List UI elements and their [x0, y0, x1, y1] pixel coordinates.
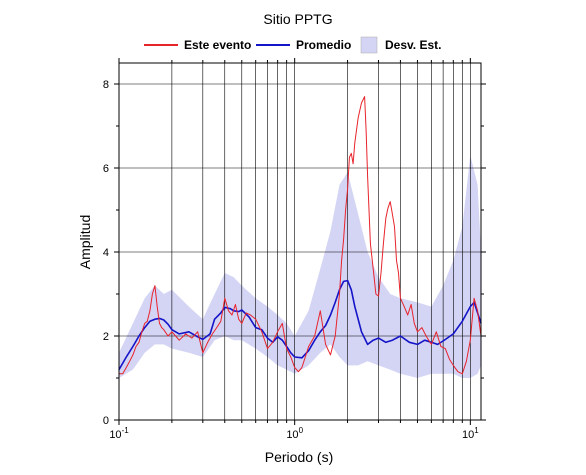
plot-area — [118, 63, 482, 421]
series-line-este-evento — [119, 96, 482, 375]
x-axis-label: Periodo (s) — [265, 449, 333, 465]
x-tick-label: 101 — [462, 426, 479, 441]
legend-label-promedio: Promedio — [296, 38, 351, 52]
y-tick-label: 0 — [103, 415, 109, 427]
x-tick-label: 10-1 — [109, 426, 129, 441]
y-tick-label: 8 — [103, 79, 109, 91]
x-tick-label: 100 — [286, 426, 303, 441]
y-tick-label: 6 — [103, 163, 109, 175]
chart-title: Sitio PPTG — [263, 11, 332, 27]
std-dev-band — [119, 155, 481, 378]
legend: Este evento Promedio Desv. Est. — [144, 36, 441, 54]
y-tick-label: 2 — [103, 331, 109, 343]
legend-swatch-desv-est — [360, 36, 378, 54]
series-line-promedio — [118, 279, 482, 371]
legend-label-este-evento: Este evento — [184, 38, 251, 52]
y-axis-label: Amplitud — [77, 215, 93, 269]
legend-label-desv-est: Desv. Est. — [385, 38, 441, 52]
plot-frame — [118, 62, 482, 421]
y-tick-label: 4 — [103, 247, 109, 259]
